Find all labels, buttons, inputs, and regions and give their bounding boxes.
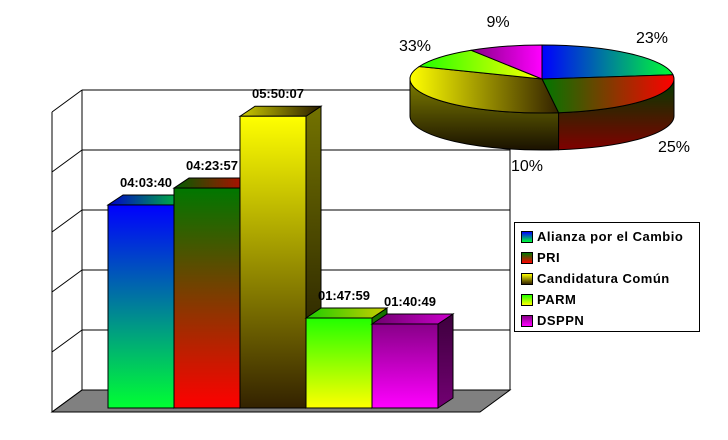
pie-slice	[541, 74, 675, 114]
bar-top	[238, 105, 323, 117]
bar	[173, 187, 241, 409]
pie	[409, 44, 675, 151]
pie-slice	[409, 65, 560, 114]
legend-label: Candidatura Común	[537, 271, 670, 286]
bar-data-label: 04:23:57	[186, 158, 238, 173]
legend-swatch	[521, 272, 533, 285]
legend-swatch	[521, 293, 533, 306]
side-gridline	[51, 209, 83, 233]
bar	[239, 115, 307, 409]
pie-slice	[417, 49, 543, 80]
pie-data-label: 33%	[399, 38, 431, 55]
side-gridline	[51, 149, 83, 173]
legend-item: Candidatura Común	[521, 268, 699, 289]
bar-data-label: 05:50:07	[252, 86, 304, 101]
bar	[107, 204, 175, 409]
pie-data-label: 25%	[658, 139, 690, 156]
side-gridline	[51, 329, 83, 353]
side-gridline	[51, 269, 83, 293]
legend-item: PRI	[521, 247, 699, 268]
legend: Alianza por el Cambio PRI Candidatura Co…	[514, 222, 700, 332]
legend-item: Alianza por el Cambio	[521, 226, 699, 247]
pie-data-label: 23%	[636, 30, 668, 47]
bar-side	[437, 313, 454, 409]
legend-swatch	[521, 314, 533, 327]
legend-swatch	[521, 230, 533, 243]
legend-label: PARM	[537, 292, 577, 307]
pie-data-label: 10%	[511, 158, 543, 175]
bar-top	[304, 307, 389, 319]
bar-data-label: 01:40:49	[384, 294, 436, 309]
bar	[371, 323, 439, 409]
legend-item: DSPPN	[521, 310, 699, 331]
legend-label: Alianza por el Cambio	[537, 229, 684, 244]
pie-slice	[541, 44, 674, 80]
side-gridline	[51, 389, 83, 413]
pie-slice	[469, 44, 543, 80]
legend-item: PARM	[521, 289, 699, 310]
legend-swatch	[521, 251, 533, 264]
legend-label: PRI	[537, 250, 561, 265]
bar	[305, 317, 373, 409]
bar-data-label: 04:03:40	[120, 175, 172, 190]
bar-data-label: 01:47:59	[318, 288, 370, 303]
bar-top	[370, 313, 455, 325]
side-gridline	[51, 89, 83, 113]
pie-data-label: 9%	[486, 14, 509, 31]
legend-label: DSPPN	[537, 313, 585, 328]
